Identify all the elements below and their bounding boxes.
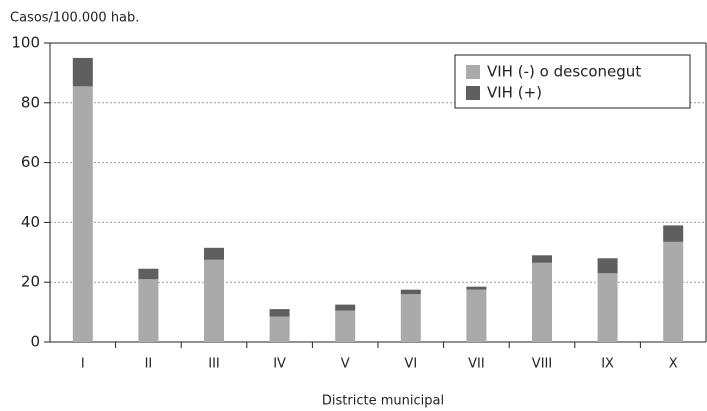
bar-segment xyxy=(400,294,421,342)
bar-segment xyxy=(597,258,618,274)
x-tick-label: I xyxy=(81,357,85,372)
bar-segment xyxy=(466,286,487,290)
y-tick-label: 40 xyxy=(21,213,40,231)
x-axis-label: Districte municipal xyxy=(322,394,444,409)
x-tick-label: II xyxy=(145,357,153,372)
bar-segment xyxy=(138,268,159,280)
legend-label: VIH (-) o desconegut xyxy=(487,63,641,81)
x-tick-label: V xyxy=(341,357,350,372)
bar-segment xyxy=(269,316,290,342)
legend-label: VIH (+) xyxy=(487,84,542,102)
bar-segment xyxy=(532,255,552,263)
legend-swatch xyxy=(466,86,480,100)
bar-segment xyxy=(335,304,356,311)
y-tick-label: 100 xyxy=(11,34,40,52)
bar-segment xyxy=(532,262,552,342)
x-tick-label: IX xyxy=(601,357,614,372)
y-tick-label: 80 xyxy=(21,93,40,111)
x-tick-label: VIII xyxy=(532,357,552,372)
bar-segment xyxy=(663,241,684,342)
x-tick-label: VI xyxy=(404,357,417,372)
bar-segment xyxy=(72,57,93,87)
bar-segment xyxy=(335,310,356,342)
x-tick-label: IV xyxy=(273,357,286,372)
y-tick-label: 60 xyxy=(21,153,40,171)
bar-segment xyxy=(269,309,290,317)
x-tick-label: III xyxy=(208,357,220,372)
y-axis-label: Casos/100.000 hab. xyxy=(10,11,139,26)
x-tick-label: X xyxy=(669,357,678,372)
bar-segment xyxy=(72,86,93,342)
y-tick-label: 20 xyxy=(21,273,40,291)
bar-segment xyxy=(597,273,618,342)
x-tick-label: VII xyxy=(468,357,485,372)
bar-segment xyxy=(466,289,487,342)
bar-segment xyxy=(138,279,159,342)
bar-segment xyxy=(663,225,684,242)
bar-segment xyxy=(400,289,421,295)
bar-segment xyxy=(204,259,224,342)
legend-swatch xyxy=(466,65,480,79)
legend-box xyxy=(454,54,691,109)
bar-segment xyxy=(204,247,224,260)
y-tick-label: 0 xyxy=(30,333,40,351)
